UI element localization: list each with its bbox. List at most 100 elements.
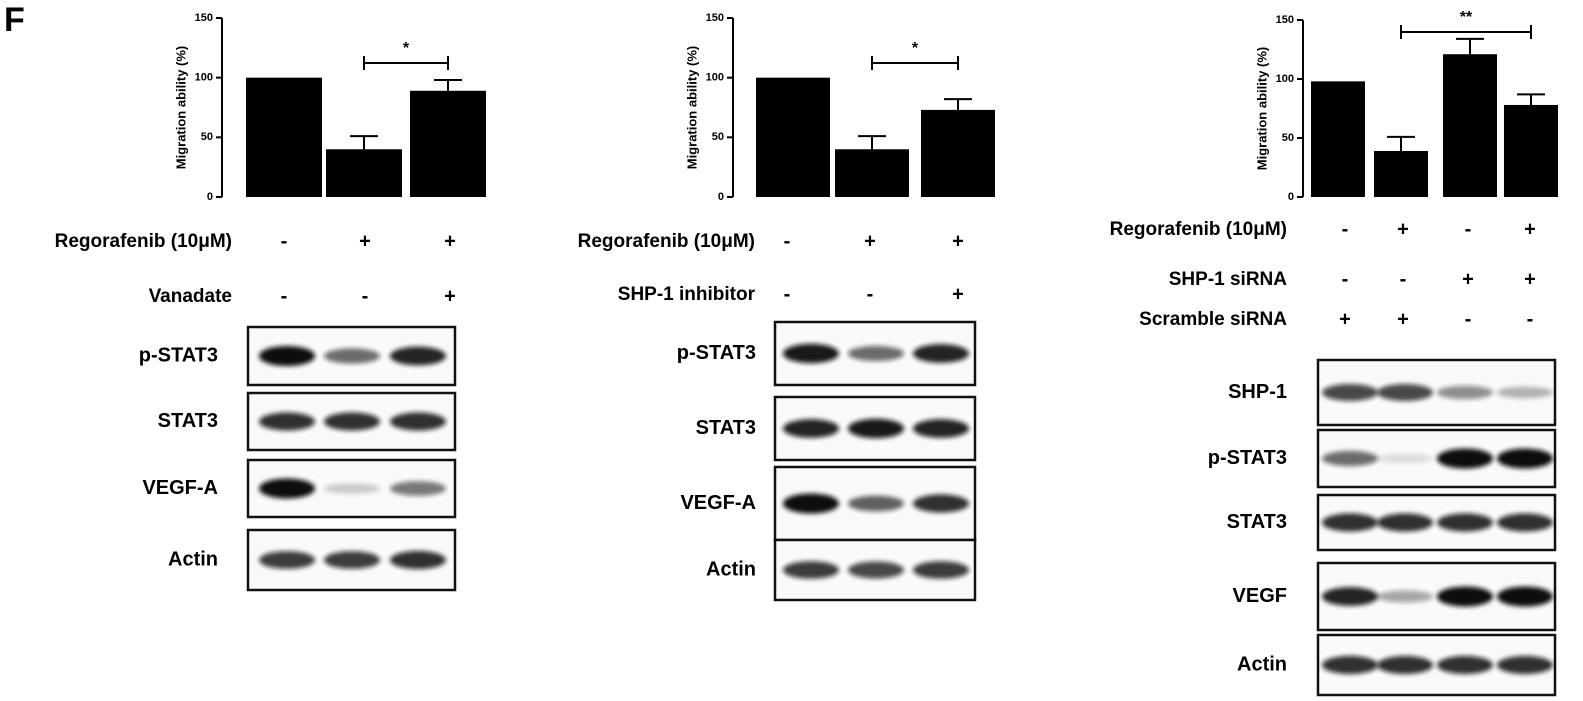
bar: [326, 149, 402, 197]
y-axis-label: Migration ability (%): [1254, 47, 1269, 171]
treatment-sign: +: [444, 285, 456, 307]
treatment-sign: -: [362, 285, 369, 307]
blot-band: [1377, 590, 1433, 603]
y-tick-label: 0: [207, 191, 213, 203]
treatment-sign: -: [784, 283, 791, 305]
blot-band: [324, 483, 380, 494]
y-tick-label: 100: [706, 72, 724, 84]
bar: [410, 90, 486, 197]
treatment-sign: -: [281, 230, 288, 252]
blot-band: [1377, 655, 1433, 675]
blot-band: [913, 561, 969, 579]
blot-band: [1322, 655, 1378, 675]
blot-band: [1497, 513, 1553, 532]
error-bar: [858, 135, 886, 150]
treatment-sign: -: [867, 283, 874, 305]
blot-label: p-STAT3: [677, 342, 756, 364]
error-bar: [350, 135, 378, 150]
blot-band: [783, 493, 839, 514]
blot-band: [390, 550, 446, 570]
significance-label: *: [403, 40, 410, 57]
treatment-label: Regorafenib (10μM): [1110, 219, 1287, 240]
blot-label: p-STAT3: [139, 344, 218, 366]
treatment-sign: -: [784, 230, 791, 252]
blot-band: [1437, 586, 1493, 607]
significance-bracket: [363, 56, 449, 70]
blot-band: [1437, 385, 1493, 400]
blot-band: [1377, 384, 1433, 401]
blot-band: [848, 345, 904, 362]
error-bar: [1517, 93, 1545, 105]
blot-band: [848, 418, 904, 439]
significance-bracket: [1400, 25, 1532, 39]
treatment-sign: -: [1400, 268, 1407, 290]
blot-band: [1377, 453, 1433, 464]
y-tick-label: 0: [1288, 191, 1294, 203]
treatment-sign: -: [1342, 218, 1349, 240]
significance-label: *: [912, 40, 919, 57]
treatment-sign: +: [864, 230, 876, 252]
blot-band: [259, 346, 315, 366]
blot-band: [1497, 448, 1553, 469]
treatment-sign: -: [1465, 218, 1472, 240]
treatment-label: SHP-1 inhibitor: [618, 284, 756, 305]
treatment-label: SHP-1 siRNA: [1169, 269, 1288, 290]
blot-band: [913, 344, 969, 363]
blot-band: [1377, 513, 1433, 532]
bar: [921, 109, 995, 197]
bar: [1311, 81, 1365, 197]
y-axis-label: Migration ability (%): [684, 46, 699, 170]
blot-band: [1497, 386, 1553, 399]
panel-label: F: [4, 1, 25, 39]
blot-label: p-STAT3: [1208, 447, 1287, 469]
blot-band: [1322, 450, 1378, 467]
blot-label: VEGF: [1233, 585, 1287, 607]
significance-label: **: [1460, 9, 1473, 26]
treatment-label: Regorafenib (10μM): [55, 231, 232, 252]
blot-band: [324, 412, 380, 431]
blot-band: [259, 478, 315, 499]
treatment-sign: +: [1339, 308, 1351, 330]
blot-band: [848, 495, 904, 512]
blot-label: STAT3: [696, 417, 756, 439]
blot-band: [1437, 655, 1493, 675]
error-bar: [1456, 37, 1484, 55]
y-tick-label: 50: [1282, 132, 1294, 144]
blot-label: VEGF-A: [680, 492, 756, 514]
treatment-sign: -: [1465, 308, 1472, 330]
treatment-sign: +: [444, 230, 456, 252]
y-tick-label: 150: [706, 12, 724, 24]
y-tick-label: 150: [1276, 14, 1294, 26]
bar: [835, 149, 909, 197]
bar: [1443, 54, 1497, 197]
blot-band: [848, 561, 904, 579]
treatment-label: Regorafenib (10μM): [578, 231, 755, 252]
y-tick-label: 100: [1276, 73, 1294, 85]
error-bar: [1387, 135, 1415, 151]
blot-band: [390, 481, 446, 496]
treatment-sign: +: [1524, 268, 1536, 290]
error-bar: [944, 98, 972, 110]
treatment-sign: -: [1527, 308, 1534, 330]
blot-band: [1497, 655, 1553, 675]
blot-band: [259, 412, 315, 431]
treatment-sign: +: [952, 230, 964, 252]
blot-label: Actin: [706, 558, 756, 580]
y-axis-label: Migration ability (%): [173, 46, 188, 170]
treatment-sign: +: [1524, 218, 1536, 240]
bar: [1374, 150, 1428, 197]
blot-band: [1437, 513, 1493, 532]
blot-band: [1322, 384, 1378, 401]
treatment-sign: +: [1397, 308, 1409, 330]
blot-band: [1437, 448, 1493, 469]
treatment-sign: +: [1397, 218, 1409, 240]
blot-label: Actin: [168, 548, 218, 570]
error-bar: [434, 79, 462, 91]
y-tick-label: 50: [712, 131, 724, 143]
blot-label: SHP-1: [1228, 381, 1287, 403]
blot-band: [259, 551, 315, 569]
blot-band: [390, 412, 446, 431]
treatment-sign: +: [952, 283, 964, 305]
bar: [1504, 104, 1558, 197]
treatment-label: Vanadate: [149, 286, 232, 307]
